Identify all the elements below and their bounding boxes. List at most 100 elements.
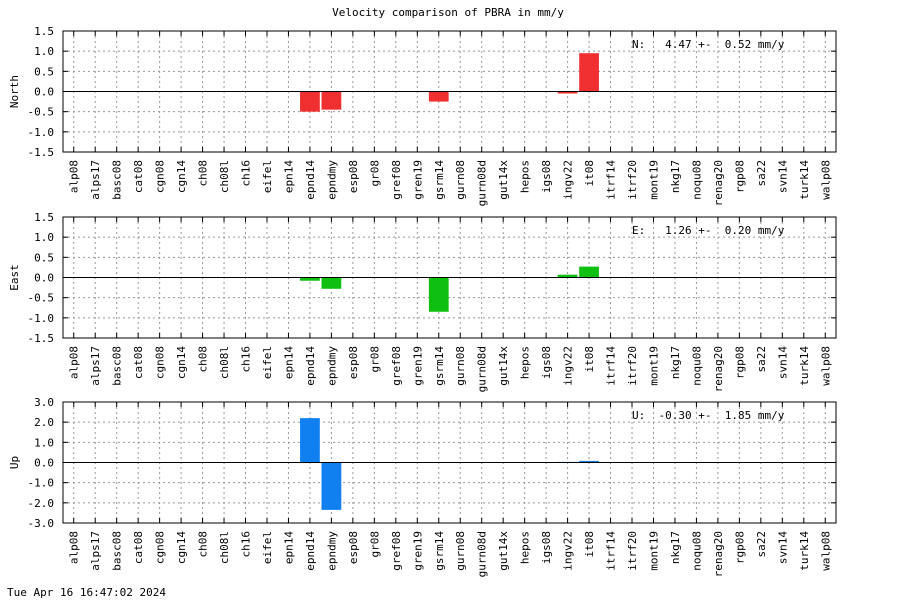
bar-gsrm14 [428,277,449,312]
plot-frame [62,401,837,524]
x-tick-label: sa22 [755,346,768,373]
x-tick-label: epnd14 [304,531,317,571]
y-tick-label: -3.0 [28,517,55,530]
x-tick-label: alp08 [68,531,81,564]
x-tick-label: eifel [261,160,274,193]
x-tick-label: rgp08 [733,346,746,379]
x-tick-label: nkg17 [669,531,682,564]
x-tick-label: basc08 [111,346,124,386]
x-tick-label: epndmy [325,160,338,200]
x-tick-label: rgp08 [733,160,746,193]
y-axis-label: Up [8,456,21,469]
x-tick-label: renag20 [712,160,725,206]
y-tick-label: 1.5 [34,211,54,224]
x-tick-label: gut14x [497,160,510,200]
x-tick-label: ingv22 [562,346,575,386]
x-tick-label: ch08 [197,531,210,558]
x-tick-label: gurn08d [476,160,489,206]
x-tick-label: it08 [583,346,596,373]
x-tick-label: sa22 [755,160,768,187]
x-tick-label: walp08 [819,531,832,571]
x-tick-label: cgn14 [175,160,188,193]
panel-north: -1.5 -1.0 -0.5 0.0 0.5 1.0 1.5 North N: 4.47 +- … [8,25,837,206]
x-tick-label: gren19 [411,160,424,200]
x-tick-label: gsrm14 [433,346,446,386]
x-tick-label: alp08 [68,346,81,379]
x-tick-label: igs08 [540,531,553,564]
x-tick-label: ch16 [240,346,253,373]
y-tick-label: 0.0 [34,86,54,99]
y-tick-label: 0.5 [34,65,54,78]
x-tick-label: gr08 [368,160,381,187]
bar-it08 [579,266,599,278]
x-tick-label: epn14 [282,531,295,564]
velocity-annotation: N: 4.47 +- 0.52 mm/y [632,38,785,51]
x-tick-label: itrf20 [626,346,639,386]
y-tick-label: -2.0 [28,497,55,510]
x-tick-label: it08 [583,531,596,558]
x-tick-label: nkg17 [669,346,682,379]
x-tick-label: cgn14 [175,531,188,564]
velocity-annotation: U: -0.30 +- 1.85 mm/y [632,409,785,422]
x-tick-label: cgn08 [154,346,167,379]
x-tick-label: eifel [261,531,274,564]
x-tick-label: epn14 [282,346,295,379]
x-tick-label: gr08 [368,531,381,558]
x-tick-label: renag20 [712,346,725,392]
x-tick-label: gurn08 [454,160,467,200]
x-tick-label: ch08 [197,346,210,373]
x-tick-label: noqu08 [690,531,703,571]
x-tick-label: walp08 [819,346,832,386]
x-tick-label: epnd14 [304,160,317,200]
x-tick-label: noqu08 [690,346,703,386]
bar-ingv22 [557,274,578,278]
x-tick-label: svn14 [776,346,789,379]
x-tick-label: gurn08d [476,346,489,392]
x-tick-label: gsrm14 [433,160,446,200]
y-tick-label: 2.0 [34,416,54,429]
x-tick-label: epnd14 [304,346,317,386]
x-tick-label: mont19 [647,531,660,571]
x-tick-label: ch08l [218,346,231,379]
chart-title: Velocity comparison of PBRA in mm/y [332,6,564,19]
chart-panels: -1.5 -1.0 -0.5 0.0 0.5 1.0 1.5 North N: 4.47 +- … [8,25,837,577]
bar-epndmy [321,277,342,289]
x-tick-label: gurn08 [454,531,467,571]
x-tick-label: cat08 [132,346,145,379]
y-tick-label: -1.0 [28,477,55,490]
y-tick-label: -0.5 [28,106,55,119]
x-tick-label: ch08l [218,160,231,193]
x-tick-label: ingv22 [562,531,575,571]
x-tick-label: gurn08 [454,346,467,386]
x-tick-label: it08 [583,160,596,187]
x-tick-label: svn14 [776,160,789,193]
x-tick-label: igs08 [540,160,553,193]
x-tick-label: gr08 [368,346,381,373]
x-tick-label: ch16 [240,531,253,558]
y-tick-label: 1.0 [34,436,54,449]
x-tick-label: cat08 [132,531,145,564]
x-tick-label: alps17 [89,346,102,386]
panel-up: -3.0 -2.0 -1.0 0.0 1.0 2.0 3.0 Up U: -0.30 +- 1.… [8,396,837,577]
x-tick-label: turk14 [798,346,811,386]
x-tick-label: sa22 [755,531,768,558]
x-tick-label: noqu08 [690,160,703,200]
x-tick-label: itrf14 [605,346,618,386]
y-tick-label: -1.5 [28,146,55,159]
x-tick-label: svn14 [776,531,789,564]
x-tick-label: cgn14 [175,346,188,379]
x-tick-label: gren19 [411,531,424,571]
x-tick-label: esp08 [347,346,360,379]
x-tick-label: gsrm14 [433,531,446,571]
x-tick-label: turk14 [798,531,811,571]
x-tick-label: igs08 [540,346,553,379]
y-axis-label: East [8,264,21,291]
bar-epnd14 [300,277,320,281]
bar-it08 [579,460,599,463]
x-tick-label: basc08 [111,531,124,571]
y-tick-label: -0.5 [28,292,55,305]
x-tick-label: hepos [519,531,532,564]
x-tick-label: itrf14 [605,160,618,200]
x-tick-label: epndmy [325,531,338,571]
x-tick-label: epn14 [282,160,295,193]
